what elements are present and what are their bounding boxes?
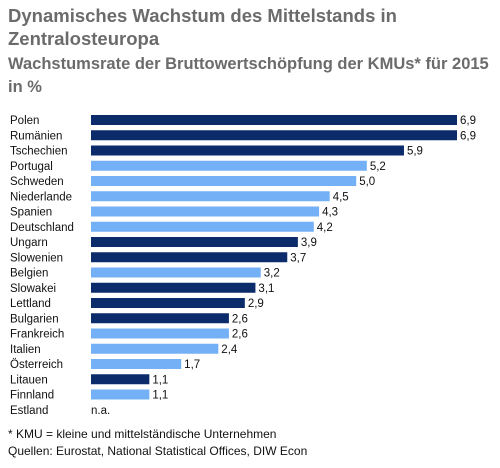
bar — [91, 191, 330, 202]
value-label: 5,0 — [359, 176, 375, 188]
category-label: Polen — [10, 115, 39, 127]
bar — [91, 176, 357, 186]
value-label: 1,1 — [152, 390, 168, 402]
value-label: 1,1 — [152, 374, 168, 386]
bar — [91, 252, 288, 263]
value-label: 5,2 — [370, 161, 386, 173]
chart-title: Dynamisches Wachstum des Mittelstands in… — [8, 5, 397, 49]
chart-subtitle: Wachstumsrate der Bruttowertschöpfung de… — [8, 55, 489, 73]
source-note: Quellen: Eurostat, National Statistical … — [8, 444, 308, 458]
bar — [91, 206, 320, 217]
bar — [91, 374, 150, 385]
bar-chart: Polen 6,9 Rumänien 6,9 Tschechien 5,9 Portugal… — [10, 115, 476, 417]
bar — [91, 130, 457, 141]
category-label: Deutschland — [10, 222, 74, 234]
value-label: 2,4 — [221, 344, 238, 356]
value-label: 6,9 — [460, 130, 476, 142]
bar — [91, 298, 245, 308]
value-label: 3,7 — [290, 252, 306, 264]
category-label: Rumänien — [10, 130, 62, 142]
value-label: 2,9 — [248, 298, 264, 310]
value-label: 4,5 — [333, 191, 349, 203]
bar — [91, 221, 314, 232]
category-label: Spanien — [10, 207, 52, 219]
footnote: * KMU = kleine und mittelständische Unte… — [8, 427, 277, 441]
category-label: Ungarn — [10, 237, 48, 249]
bar — [91, 282, 256, 293]
category-label: Schweden — [10, 176, 64, 188]
category-label: Niederlande — [10, 191, 72, 203]
value-label: 4,2 — [317, 222, 333, 234]
bar — [91, 313, 229, 324]
value-label: 3,1 — [258, 283, 274, 295]
category-label: Lettland — [10, 298, 51, 310]
category-label: Frankreich — [10, 329, 64, 341]
category-label: Slowakei — [10, 283, 56, 295]
bar — [91, 328, 229, 339]
category-label: Österreich — [10, 359, 63, 371]
category-label: Bulgarien — [10, 313, 59, 325]
category-label: Tschechien — [10, 146, 68, 158]
category-label: Estland — [10, 405, 48, 417]
bar — [91, 359, 182, 369]
category-label: Belgien — [10, 268, 48, 280]
category-label: Finnland — [10, 390, 54, 402]
value-label: 6,9 — [460, 115, 476, 127]
value-label: 2,6 — [232, 313, 248, 325]
bar — [91, 267, 261, 278]
chart-unit: in % — [8, 78, 42, 96]
category-label: Portugal — [10, 161, 53, 173]
category-label: Italien — [10, 344, 41, 356]
value-label: 3,9 — [301, 237, 317, 249]
bar — [91, 237, 298, 247]
bar — [91, 145, 404, 156]
value-label: 3,2 — [264, 268, 280, 280]
value-label: 1,7 — [184, 359, 200, 371]
value-label: 5,9 — [407, 146, 423, 158]
value-label: 4,3 — [322, 207, 338, 219]
bar — [91, 389, 150, 400]
value-label: 2,6 — [232, 329, 248, 341]
category-label: Litauen — [10, 374, 48, 386]
value-label: n.a. — [91, 405, 110, 417]
bar — [91, 115, 457, 125]
bar — [91, 160, 367, 171]
category-label: Slowenien — [10, 252, 63, 264]
bar — [91, 343, 219, 354]
